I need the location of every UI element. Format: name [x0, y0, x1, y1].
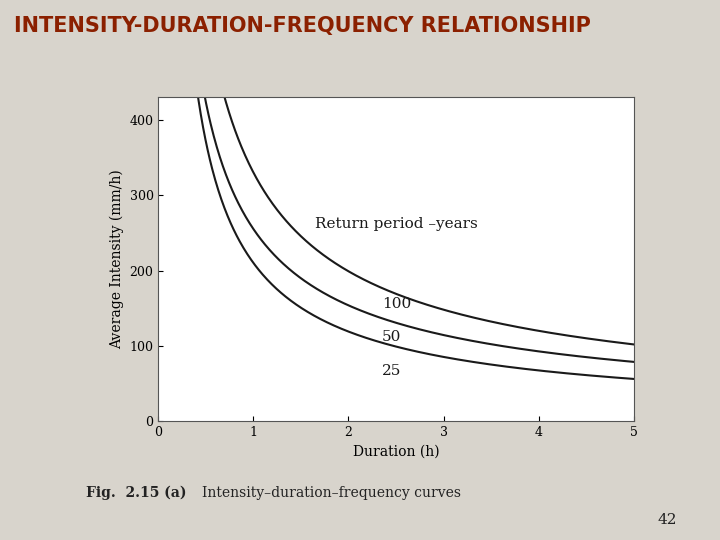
Text: 25: 25 [382, 364, 401, 379]
Text: 42: 42 [657, 513, 677, 527]
Text: INTENSITY-DURATION-FREQUENCY RELATIONSHIP: INTENSITY-DURATION-FREQUENCY RELATIONSHI… [14, 16, 591, 36]
Text: Return period –years: Return period –years [315, 217, 478, 231]
Text: Fig.  2.15 (a): Fig. 2.15 (a) [86, 486, 187, 501]
Text: 100: 100 [382, 298, 411, 312]
X-axis label: Duration (h): Duration (h) [353, 444, 439, 458]
Text: Intensity–duration–frequency curves: Intensity–duration–frequency curves [202, 486, 461, 500]
Text: 50: 50 [382, 330, 401, 344]
Y-axis label: Average Intensity (mm/h): Average Intensity (mm/h) [109, 170, 124, 349]
